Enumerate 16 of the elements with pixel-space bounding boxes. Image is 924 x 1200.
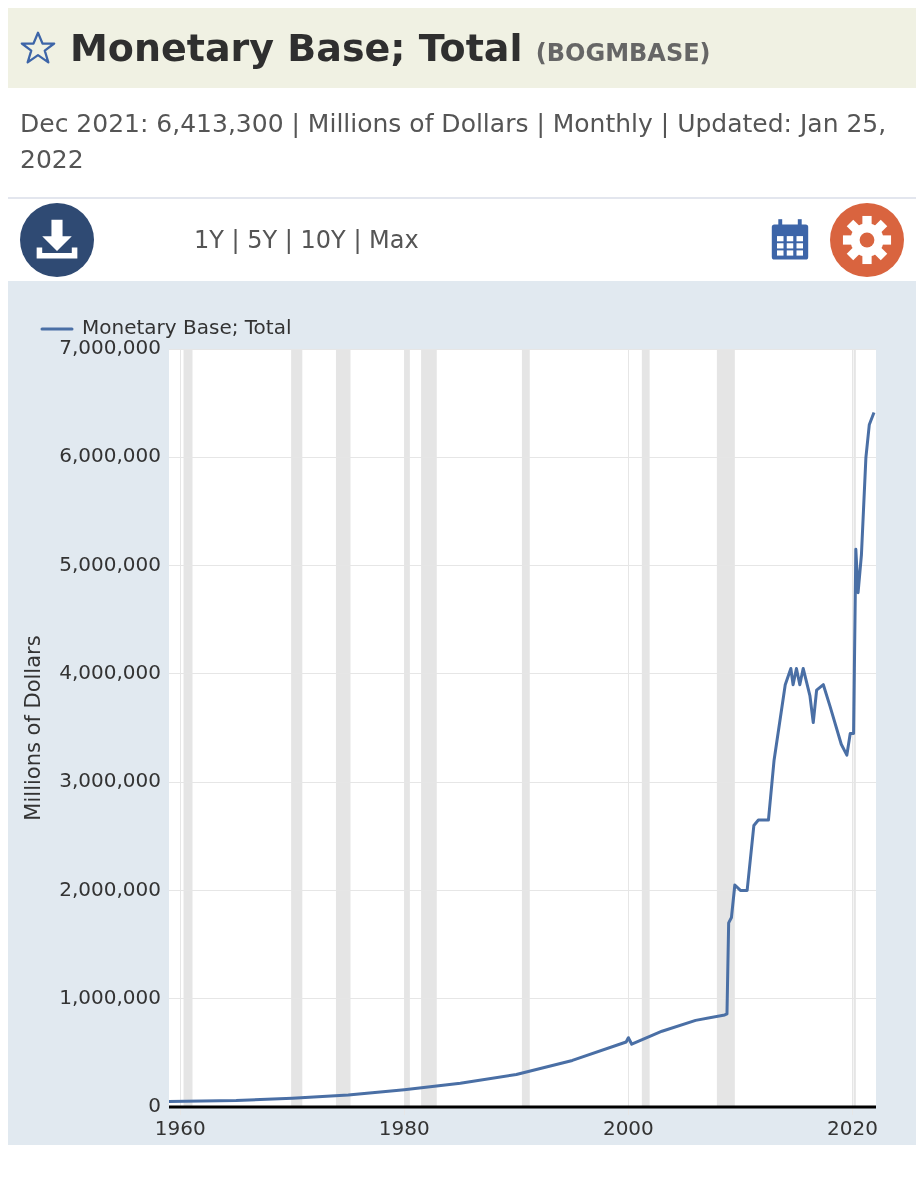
y-tick-label: 1,000,000 xyxy=(59,984,161,1009)
x-tick-label: 2000 xyxy=(602,1115,654,1140)
chart-title: Monetary Base; Total xyxy=(70,26,523,70)
y-tick-label: 3,000,000 xyxy=(59,767,161,792)
y-tick-label: 4,000,000 xyxy=(59,659,161,684)
x-tick-label: 1960 xyxy=(154,1115,206,1140)
text: 1Y | 5Y | 10Y | Max xyxy=(194,225,420,254)
text: (BOGMBASE) xyxy=(535,39,711,67)
y-tick-label: 6,000,000 xyxy=(59,442,161,467)
y-tick-label: 0 xyxy=(148,1092,161,1117)
chart-subtitle: Dec 2021: 6,413,300 | Millions of Dollars | Monthly | Updated: Jan 25, 2022 xyxy=(8,88,916,199)
x-tick-label: 1980 xyxy=(378,1115,430,1140)
y-tick-label: 5,000,000 xyxy=(59,551,161,576)
x-tick-label: 2020 xyxy=(827,1115,878,1140)
y-axis-title: Millions of Dollars xyxy=(21,634,46,821)
y-tick-label: 2,000,000 xyxy=(59,876,161,901)
